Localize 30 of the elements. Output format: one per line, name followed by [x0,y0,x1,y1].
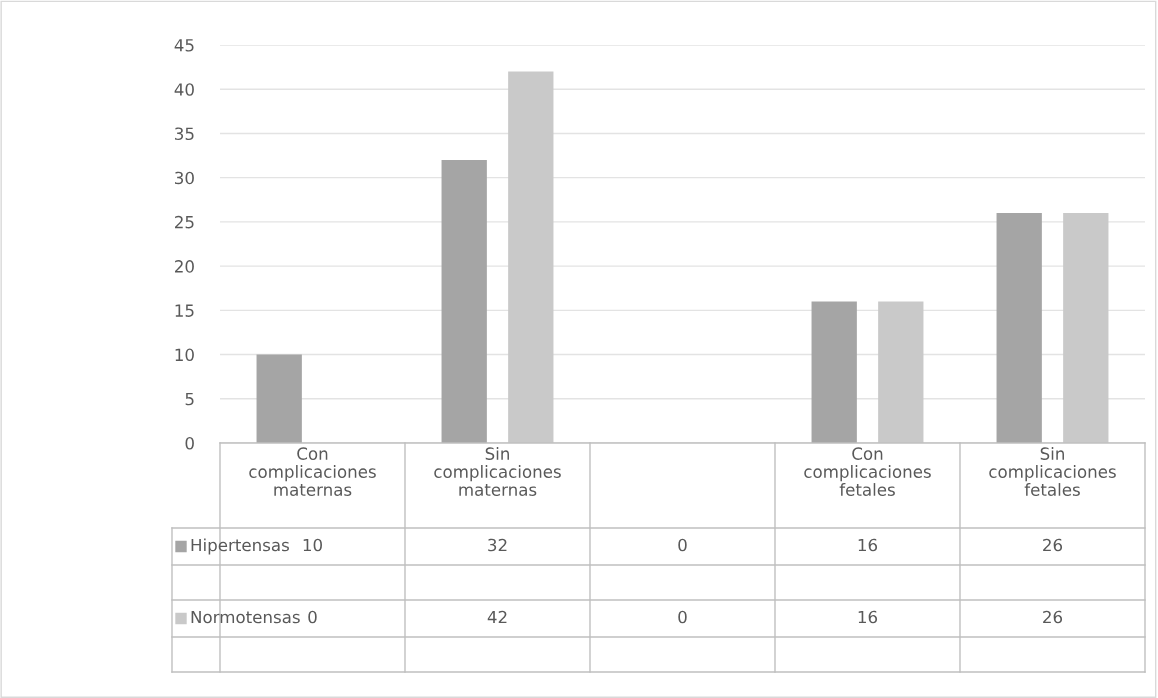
bar [996,213,1042,443]
y-tick-label: 35 [175,127,194,141]
y-tick-label: 45 [174,39,194,52]
x-tick-label: Sin complicaciones maternas [434,447,561,496]
data-label: 10 [303,538,322,552]
y-tick-label: 40 [174,83,194,96]
bar [256,354,302,443]
y-tick-label: 5 [185,392,194,406]
legend-label: Hipertensas [191,538,289,555]
bar [441,159,487,443]
y-tick-label: 0 [185,436,194,450]
data-label: 26 [1043,538,1063,552]
data-label: 26 [1043,610,1063,624]
data-label: 32 [488,538,507,552]
x-tick-label: Con complicaciones maternas [249,447,376,496]
x-tick-label: Sin complicaciones fetales [989,447,1116,496]
y-tick-label: 20 [175,260,194,273]
y-tick-label: 10 [175,348,194,362]
y-tick-label: 25 [175,215,194,229]
data-label: 0 [678,610,687,624]
y-tick-label: 30 [175,171,194,185]
data-label: 0 [308,610,317,624]
data-label: 16 [858,610,878,624]
data-label: 0 [678,538,687,552]
y-tick-label: 15 [175,304,194,317]
x-tick-label: Con complicaciones fetales [804,447,931,496]
data-label: 42 [487,610,507,624]
data-label: 16 [858,538,878,552]
legend-label: Normotensas [191,610,300,624]
bar [811,301,857,443]
